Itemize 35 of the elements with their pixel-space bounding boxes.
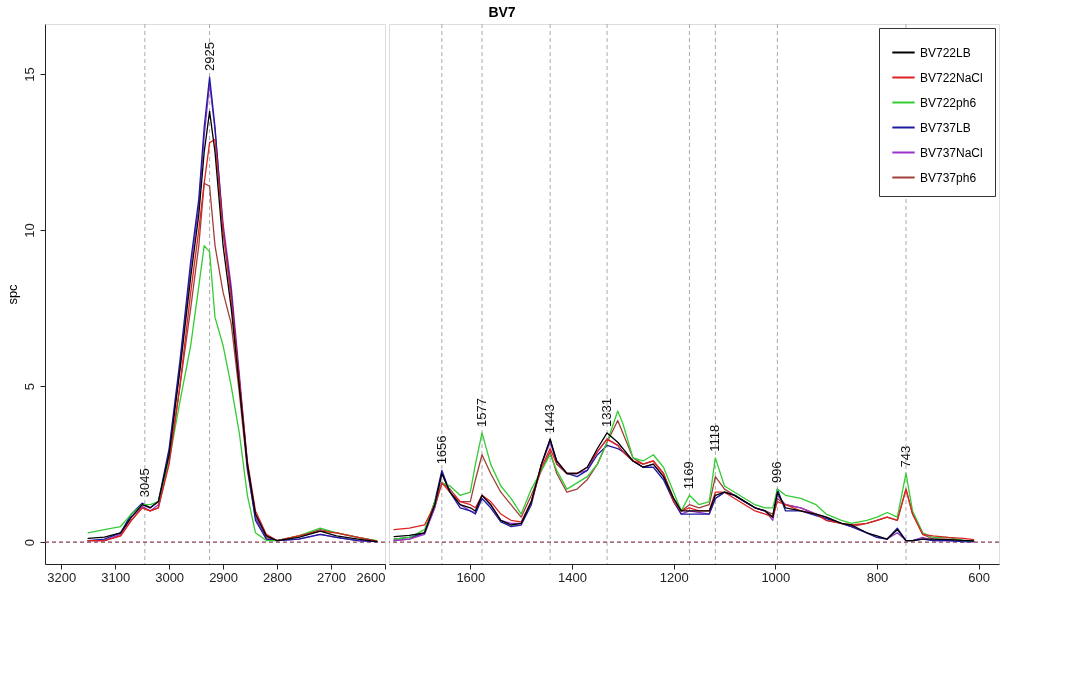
ref-line-label: 2925 bbox=[201, 42, 217, 72]
legend-label: BV737NaCl bbox=[920, 145, 983, 160]
x-tick-label: 2900 bbox=[209, 569, 239, 585]
legend-label: BV722LB bbox=[920, 45, 971, 60]
x-tick-label: 1400 bbox=[558, 569, 587, 585]
y-tick-label: 5 bbox=[21, 382, 37, 391]
ref-line-label: 1656 bbox=[433, 435, 449, 465]
ref-line-label: 1169 bbox=[681, 461, 697, 490]
x-tick-label: 1000 bbox=[761, 569, 791, 585]
ref-line-label: 743 bbox=[897, 445, 913, 468]
ref-line-label: 1331 bbox=[599, 397, 615, 427]
ref-line-label: 3045 bbox=[136, 468, 152, 498]
ref-line-label: 1118 bbox=[707, 424, 723, 452]
ref-line-label: 1577 bbox=[474, 397, 490, 427]
x-tick-label: 3200 bbox=[47, 569, 77, 585]
chart-title: BV7 bbox=[488, 3, 516, 20]
x-tick-label: 1200 bbox=[659, 569, 689, 585]
ref-line-label: 996 bbox=[769, 461, 785, 484]
x-tick-label: 2700 bbox=[317, 569, 346, 585]
x-tick-label: 800 bbox=[866, 569, 889, 585]
x-tick-label: 1600 bbox=[456, 569, 486, 585]
legend-label: BV737ph6 bbox=[920, 170, 977, 185]
legend-label: BV737LB bbox=[920, 120, 971, 135]
x-tick-label: 2800 bbox=[263, 569, 293, 585]
ref-line-label: 1443 bbox=[542, 404, 558, 434]
x-tick-label: 2600 bbox=[356, 569, 386, 585]
legend-label: BV722NaCl bbox=[920, 70, 983, 85]
y-axis-title: spc bbox=[4, 283, 20, 305]
legend-label: BV722ph6 bbox=[920, 95, 977, 110]
x-tick-label: 3100 bbox=[101, 569, 131, 585]
y-tick-label: 0 bbox=[21, 539, 37, 547]
y-tick-label: 10 bbox=[21, 223, 37, 238]
y-tick-label: 15 bbox=[21, 67, 37, 82]
x-tick-label: 3000 bbox=[155, 569, 185, 585]
x-tick-label: 600 bbox=[968, 569, 991, 585]
